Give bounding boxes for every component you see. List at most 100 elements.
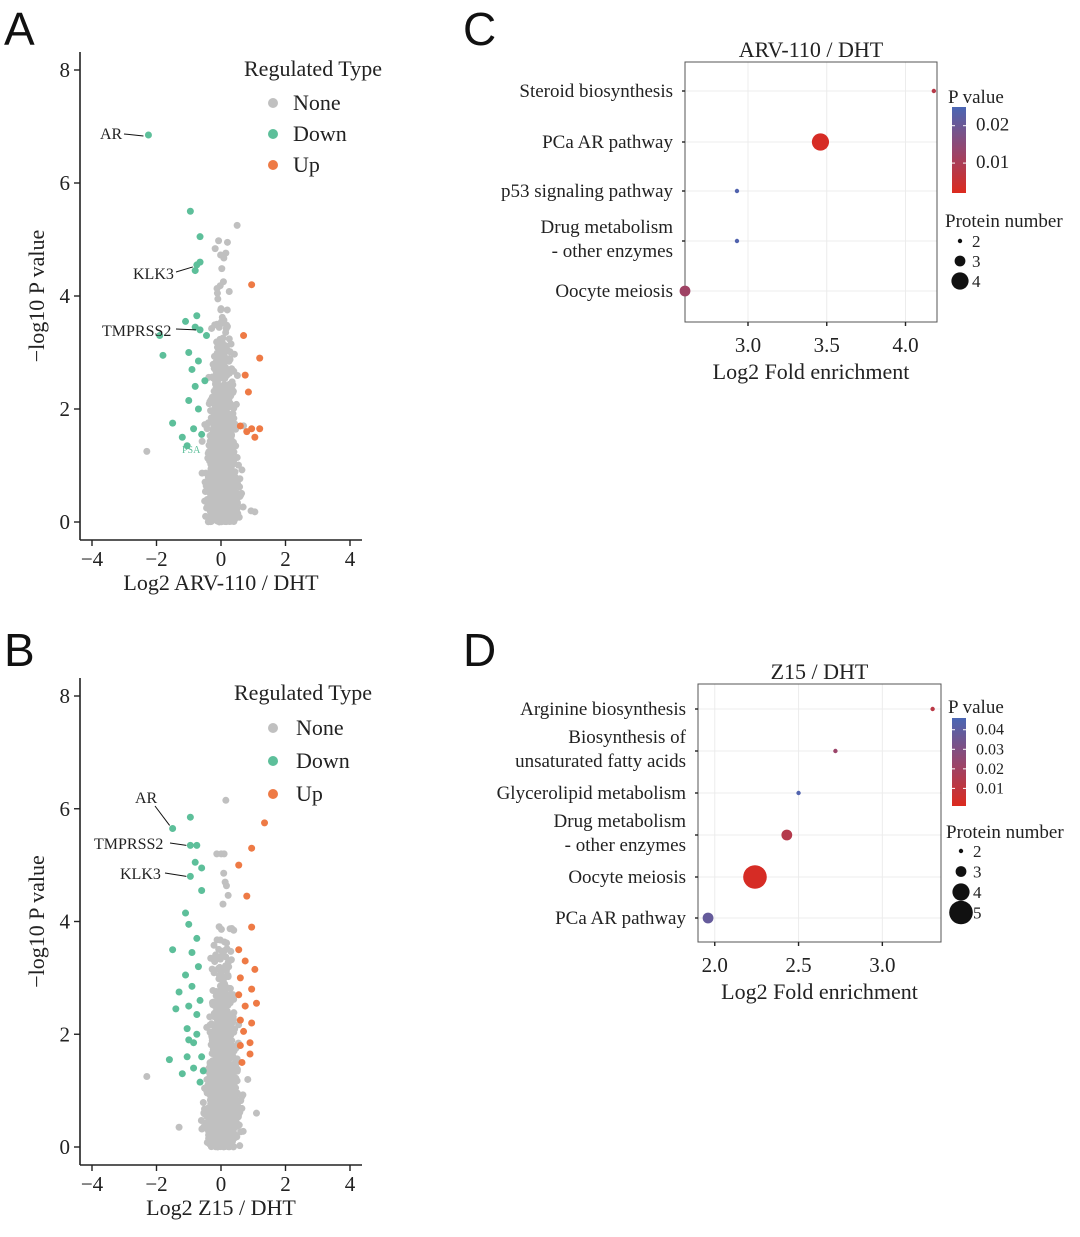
down-point <box>169 946 177 954</box>
colorbar-tick-label: 0.02 <box>976 115 1009 136</box>
x-axis-title: Log2 ARV-110 / DHT <box>123 570 319 595</box>
none-point <box>210 1089 218 1097</box>
down-point <box>186 813 194 821</box>
plot-frame <box>684 61 938 323</box>
none-point <box>221 1045 229 1053</box>
down-point <box>185 1002 193 1010</box>
none-point <box>219 900 227 908</box>
none-point <box>218 1113 226 1121</box>
none-point <box>224 891 232 899</box>
down-point <box>193 1011 201 1019</box>
down-point <box>198 1053 206 1061</box>
labeled-down-point <box>186 841 194 849</box>
size-legend-marker <box>949 900 973 925</box>
up-point <box>235 991 243 999</box>
down-point <box>183 1025 191 1033</box>
none-point <box>229 1102 237 1110</box>
none-point <box>215 1085 223 1093</box>
up-point <box>238 1058 246 1066</box>
volcano-plot-z15: 0 2 4 6 8 −4 −2 0 2 4 Log2 Z15 / DHT −log10 P value… <box>24 678 372 1220</box>
labeled-down-point <box>196 326 204 334</box>
down-point <box>183 1053 191 1061</box>
none-point <box>209 432 217 440</box>
none-point <box>212 1071 220 1079</box>
enrichment-bubble <box>781 829 793 841</box>
down-point <box>185 397 193 405</box>
y-tick-label: 0 <box>60 510 71 534</box>
down-point <box>190 1064 198 1072</box>
none-point <box>227 340 235 348</box>
none-point <box>239 1091 247 1099</box>
chart-title: Z15 / DHT <box>771 659 869 684</box>
none-point <box>226 459 234 467</box>
size-legend-label: 3 <box>973 863 982 882</box>
none-point <box>224 973 232 981</box>
none-point <box>215 395 223 403</box>
down-point <box>196 996 204 1004</box>
up-point <box>248 844 256 852</box>
none-point <box>220 981 228 989</box>
category-label: Drug metabolism <box>554 811 687 832</box>
none-point <box>233 1065 241 1073</box>
none-point <box>230 926 238 934</box>
none-point <box>233 372 241 380</box>
gene-label-ar: AR <box>100 126 123 143</box>
y-tick-label: 8 <box>60 58 71 82</box>
none-point <box>229 1053 237 1061</box>
none-point <box>214 513 222 521</box>
none-point <box>215 237 223 245</box>
none-point <box>213 1054 221 1062</box>
colorbar-tick-label: 0.04 <box>976 722 1004 739</box>
category-label: PCa AR pathway <box>555 908 686 929</box>
none-point <box>222 796 230 804</box>
none-point <box>225 963 233 971</box>
none-point <box>215 444 223 452</box>
none-point <box>224 1098 232 1106</box>
up-point <box>248 1019 256 1027</box>
none-point <box>222 953 230 961</box>
none-point <box>224 418 232 426</box>
none-point <box>225 357 233 365</box>
down-point <box>178 433 186 441</box>
none-point <box>220 1140 228 1148</box>
gene-label-klk3: KLK3 <box>133 266 174 283</box>
none-point <box>214 1142 222 1150</box>
none-point <box>221 1134 229 1142</box>
panel-label-b: B <box>4 624 35 676</box>
none-point <box>216 282 224 290</box>
down-point <box>198 864 206 872</box>
none-point <box>224 1026 232 1034</box>
down-point <box>188 949 196 957</box>
down-point <box>194 405 202 413</box>
none-point <box>215 419 223 427</box>
none-point <box>213 1043 221 1051</box>
up-point <box>236 422 244 430</box>
none-point <box>213 850 221 858</box>
x-tick-label: −2 <box>145 1172 167 1196</box>
none-point <box>220 869 228 877</box>
none-point <box>203 425 211 433</box>
down-point <box>188 365 196 373</box>
size-legend-label: 4 <box>972 272 981 291</box>
none-point <box>213 1122 221 1130</box>
size-legend-label: 4 <box>973 883 982 902</box>
none-point <box>220 254 228 262</box>
none-point <box>203 1076 211 1084</box>
none-point <box>244 1075 252 1083</box>
callout-line <box>123 133 144 137</box>
down-point <box>191 267 199 275</box>
x-tick-label: 2 <box>280 1172 291 1196</box>
down-point <box>182 971 190 979</box>
labeled-down-point <box>193 261 201 269</box>
enrichment-bubble <box>734 188 740 194</box>
x-tick-label: 3.0 <box>735 333 761 357</box>
category-label: Oocyte meiosis <box>555 281 673 302</box>
down-point <box>193 1030 201 1038</box>
legend-marker <box>268 129 278 139</box>
y-axis-title: −log10 P value <box>24 855 49 988</box>
none-point <box>211 1135 219 1143</box>
enrichment-bubble <box>734 238 740 244</box>
callout-line <box>164 872 187 877</box>
